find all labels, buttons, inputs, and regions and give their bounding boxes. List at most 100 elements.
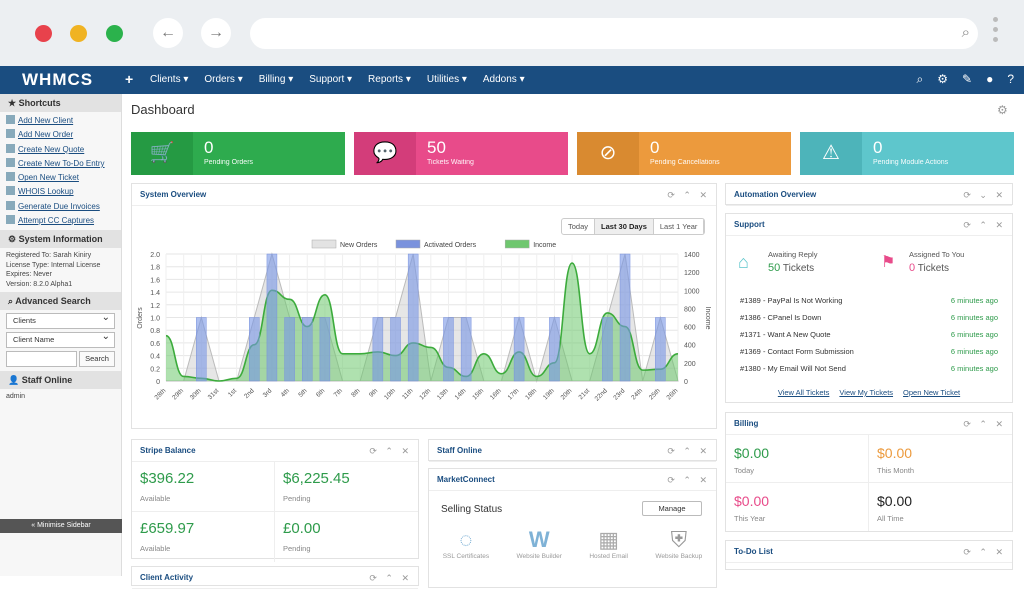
browser-menu-icon[interactable] xyxy=(993,17,999,47)
range-last-1-year[interactable]: Last 1 Year xyxy=(654,219,705,234)
shortcut-icon xyxy=(6,157,15,167)
help-icon[interactable]: ? xyxy=(1007,72,1014,86)
pending-orders-card[interactable]: 🛒 0 Pending Orders xyxy=(131,132,345,175)
open-new-ticket-link[interactable]: Open New Ticket xyxy=(903,388,961,397)
system-overview-chart: 0 0.2 0.4 0.6 0.8 1.0 1.2 1.4 1.6 1.8 2.0 0 200 400 60… xyxy=(137,239,711,403)
maximize-window-dot[interactable] xyxy=(106,25,123,42)
panel-tools-icon[interactable]: ⟳ ⌃ ✕ xyxy=(963,547,1006,557)
panel-tools-icon[interactable]: ⟳ ⌃ ✕ xyxy=(963,220,1006,230)
stat-value: 0 xyxy=(204,138,214,157)
tickets-waiting-card[interactable]: 💬 50 Tickets Waiting xyxy=(354,132,568,175)
activated-orders-bar xyxy=(196,317,207,382)
system-information-heading: ⚙ System Information xyxy=(0,230,121,249)
ticket-row[interactable]: #1371 - Want A New Quote 6 minutes ago xyxy=(726,326,1012,343)
menu-item[interactable]: Billing ▾ xyxy=(258,74,294,85)
settings-gear-icon[interactable]: ⚙ xyxy=(997,103,1008,117)
menu-item[interactable]: Orders ▾ xyxy=(204,74,243,85)
gears-icon[interactable]: ⚙ xyxy=(937,72,948,86)
shortcut-link[interactable]: WHOIS Lookup xyxy=(6,185,115,199)
view-all-tickets-link[interactable]: View All Tickets xyxy=(777,388,830,397)
panel-tools-icon[interactable]: ⟳ ⌃ ✕ xyxy=(963,419,1006,429)
panel-tools-icon[interactable]: ⟳ ⌃ ✕ xyxy=(667,475,710,485)
back-arrow-icon[interactable]: ← xyxy=(153,18,183,48)
panel-tools-icon[interactable]: ⟳ ⌃ ✕ xyxy=(369,573,412,583)
user-avatar-icon[interactable]: ● xyxy=(986,72,994,86)
x-tick-label: 5th xyxy=(297,387,309,399)
panel-tools-icon[interactable]: ⟳ ⌃ ✕ xyxy=(667,446,710,456)
pending-cancellations-card[interactable]: ⊘ 0 Pending Cancellations xyxy=(577,132,791,175)
add-new-icon[interactable]: + xyxy=(125,71,134,87)
activated-orders-bar xyxy=(443,317,454,382)
search-icon[interactable]: ⌕ xyxy=(916,72,924,86)
search-button[interactable]: Search xyxy=(79,351,115,368)
system-overview-panel: System Overview ⟳ ⌃ ✕ Today Last 30 Days … xyxy=(131,183,717,429)
website-builder-product[interactable]: W Website Builder xyxy=(516,527,562,560)
shortcut-icon xyxy=(6,172,15,182)
ticket-row[interactable]: #1389 - PayPal Is Not Working 6 minutes a… xyxy=(726,292,1012,309)
panel-tools-icon[interactable]: ⟳ ⌃ ✕ xyxy=(369,446,412,456)
x-tick-label: 19th xyxy=(542,387,556,401)
shortcut-icon xyxy=(6,143,15,153)
menu-item[interactable]: Reports ▾ xyxy=(368,74,411,85)
shortcut-link[interactable]: Generate Due Invoices xyxy=(6,200,115,214)
x-tick-label: 9th xyxy=(368,387,380,399)
ticket-subject[interactable]: #1386 - CPanel Is Down xyxy=(740,313,822,322)
activated-orders-bar xyxy=(390,317,401,382)
forward-arrow-icon[interactable]: → xyxy=(201,18,231,48)
manage-button[interactable]: Manage xyxy=(642,501,702,516)
close-window-dot[interactable] xyxy=(35,25,52,42)
shortcut-link[interactable]: Add New Order xyxy=(6,128,115,142)
x-tick-label: 3rd xyxy=(262,387,274,399)
panel-tools-icon[interactable]: ⟳ ⌄ ✕ xyxy=(963,190,1006,200)
weebly-icon: W xyxy=(528,527,550,552)
shortcut-link[interactable]: Create New To-Do Entry xyxy=(6,157,115,171)
menu-item[interactable]: Support ▾ xyxy=(309,74,353,85)
activated-orders-bar xyxy=(266,253,278,382)
system-information: Registered To: Sarah Kiniry License Type:… xyxy=(0,248,121,292)
address-bar[interactable]: ⌕ xyxy=(250,18,978,49)
menu-item[interactable]: Utilities ▾ xyxy=(426,74,467,85)
y-tick-label: 0.6 xyxy=(150,341,160,348)
menu-item[interactable]: Addons ▾ xyxy=(482,74,525,85)
whmcs-logo[interactable]: WHMCS xyxy=(22,70,94,89)
ticket-subject[interactable]: #1389 - PayPal Is Not Working xyxy=(740,296,843,305)
menu-item[interactable]: Clients ▾ xyxy=(150,74,189,85)
y-tick-label: 1.8 xyxy=(150,265,160,272)
x-tick-label: 22nd xyxy=(594,387,609,402)
x-tick-label: 24th xyxy=(630,387,644,401)
search-input[interactable] xyxy=(6,351,77,368)
minimise-sidebar-button[interactable]: « Minimise Sidebar xyxy=(0,519,122,533)
website-backup-product[interactable]: ⛨ Website Backup xyxy=(655,527,703,560)
ssl-icon: ◌ xyxy=(459,527,473,552)
wrench-icon[interactable]: ✎ xyxy=(962,72,973,86)
awaiting-reply-count[interactable]: 50 Tickets xyxy=(768,262,815,274)
ssl-certificates-product[interactable]: ◌ SSL Certificates xyxy=(442,527,490,560)
assigned-to-you-label: Assigned To You xyxy=(909,250,965,259)
minimize-window-dot[interactable] xyxy=(70,25,87,42)
shortcut-link[interactable]: Open New Ticket xyxy=(6,171,115,185)
range-last-30-days[interactable]: Last 30 Days xyxy=(595,219,654,234)
search-icon[interactable]: ⌕ xyxy=(961,24,970,41)
search-type-select[interactable]: Clients xyxy=(6,311,115,330)
panel-header: Client Activity ⟳ ⌃ ✕ xyxy=(132,567,418,589)
range-today[interactable]: Today xyxy=(562,219,596,234)
pending-module-actions-card[interactable]: ⚠ 0 Pending Module Actions xyxy=(800,132,1014,175)
x-tick-label: 4th xyxy=(280,387,292,399)
ticket-row[interactable]: #1380 - My Email Will Not Send 6 minutes … xyxy=(726,360,1012,377)
ticket-row[interactable]: #1386 - CPanel Is Down 6 minutes ago xyxy=(726,309,1012,326)
shortcuts-list: Add New Client Add New Order Create New Qu… xyxy=(0,112,121,230)
shortcut-link[interactable]: Attempt CC Captures xyxy=(6,214,115,228)
hosted-email-product[interactable]: ▦ Hosted Email xyxy=(589,527,628,560)
ticket-subject[interactable]: #1380 - My Email Will Not Send xyxy=(740,364,846,373)
view-my-tickets-link[interactable]: View My Tickets xyxy=(839,388,894,397)
panel-tools-icon[interactable]: ⟳ ⌃ ✕ xyxy=(667,190,710,200)
search-field-select[interactable]: Client Name xyxy=(6,330,115,349)
x-tick-label: 11th xyxy=(401,387,415,401)
ticket-subject[interactable]: #1369 - Contact Form Submission xyxy=(740,347,854,356)
shortcut-link[interactable]: Add New Client xyxy=(6,114,115,128)
activated-orders-bar xyxy=(372,317,384,382)
ticket-row[interactable]: #1369 - Contact Form Submission 6 minutes… xyxy=(726,343,1012,360)
shortcut-link[interactable]: Create New Quote xyxy=(6,143,115,157)
assigned-to-you-count[interactable]: 0 Tickets xyxy=(909,262,950,274)
ticket-subject[interactable]: #1371 - Want A New Quote xyxy=(740,330,831,339)
